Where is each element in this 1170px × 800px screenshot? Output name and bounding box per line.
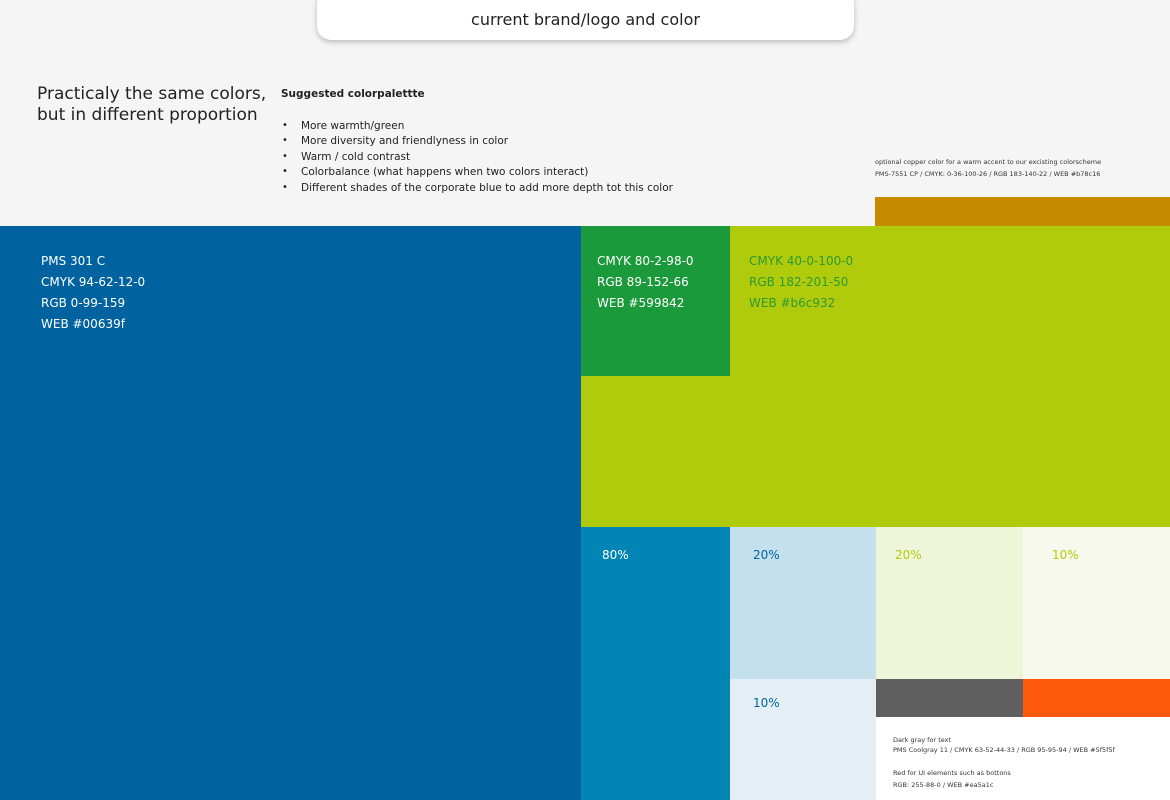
tint-label: 20%	[753, 548, 780, 562]
tab-title: current brand/logo and color	[471, 10, 700, 29]
tint-label: 10%	[1052, 548, 1079, 562]
bullet: •	[282, 166, 288, 178]
green-spec: RGB 89-152-66	[597, 275, 689, 289]
blue-80-swatch	[581, 527, 730, 800]
lime-10-swatch	[1023, 527, 1170, 679]
gray-note: PMS Coolgray 11 / CMYK 63-52-44-33 / RGB…	[893, 746, 1115, 754]
bullet: •	[282, 120, 288, 131]
bullet-text: Warm / cold contrast	[301, 150, 411, 163]
bullet: •	[282, 135, 288, 147]
bullet: •	[282, 181, 288, 193]
green-spec: WEB #599842	[597, 296, 685, 310]
red-note: Red for UI elements such as bottons	[893, 769, 1011, 777]
title-tab	[317, 0, 854, 40]
lime-20-swatch	[876, 527, 1023, 679]
tint-label: 20%	[895, 548, 922, 562]
lime-spec: CMYK 40-0-100-0	[749, 254, 854, 268]
tint-label: 80%	[602, 548, 629, 562]
blue-spec: RGB 0-99-159	[41, 296, 126, 310]
copper-note: optional copper color for a warm accent …	[875, 158, 1102, 166]
blue-spec: WEB #00639f	[41, 317, 125, 331]
lime-spec: RGB 182-201-50	[749, 275, 849, 289]
lime-spec: WEB #b6c932	[749, 296, 836, 310]
palette-title: Suggested colorpalettte	[281, 88, 425, 100]
green-swatch	[581, 226, 730, 376]
red-note: RGB: 255-88-0 / WEB #ea5a1c	[893, 781, 994, 789]
copper-note: PMS-7551 CP / CMYK: 0-36-100-26 / RGB 18…	[875, 170, 1101, 178]
blue-20-swatch	[730, 527, 876, 679]
bullet: •	[282, 150, 288, 162]
notes-panel	[876, 717, 1170, 800]
tint-label: 10%	[753, 696, 780, 710]
blue-swatch	[0, 226, 581, 800]
bullet-text: Different shades of the corporate blue t…	[301, 181, 673, 194]
heading: but in different proportion	[37, 105, 258, 125]
copper-swatch	[875, 197, 1170, 226]
blue-spec: PMS 301 C	[41, 254, 106, 268]
bullet-text: More warmth/green	[301, 120, 405, 132]
bullet-text: More diversity and friendlyness in color	[301, 135, 509, 148]
red-swatch	[1023, 679, 1170, 717]
bullet-text: Colorbalance (what happens when two colo…	[301, 166, 589, 179]
heading: Practicaly the same colors,	[37, 84, 267, 104]
gray-swatch	[876, 679, 1023, 717]
green-spec: CMYK 80-2-98-0	[597, 254, 694, 268]
gray-note: Dark gray for text	[893, 736, 952, 744]
blue-spec: CMYK 94-62-12-0	[41, 275, 146, 289]
blue-10-swatch	[730, 679, 876, 800]
